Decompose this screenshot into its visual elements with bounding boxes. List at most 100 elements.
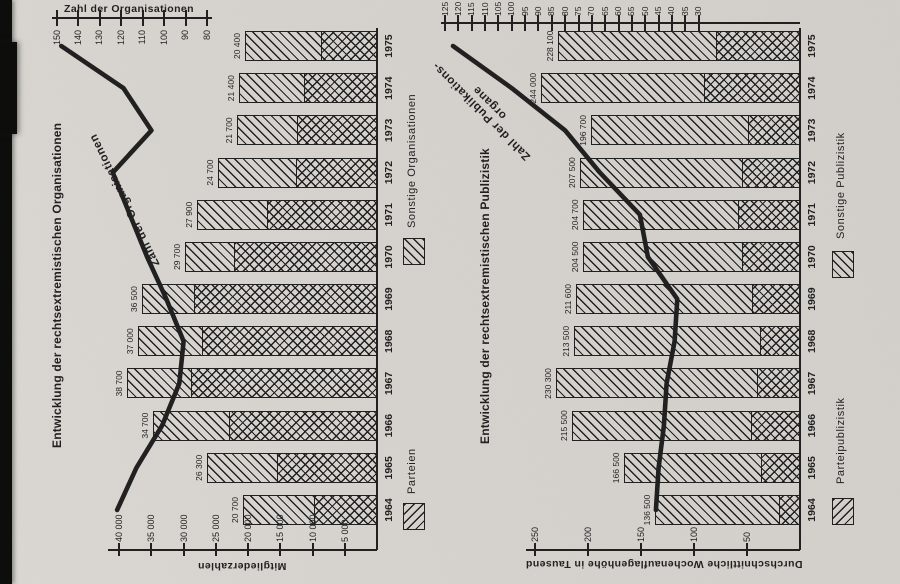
axis-tick-label: 55	[626, 6, 637, 16]
axis-tick-label: 100	[158, 30, 169, 46]
year-label: 1969	[806, 287, 818, 311]
axis-tick-label: 110	[137, 30, 148, 45]
year-label: 1970	[383, 245, 395, 269]
legend-label-sonstige-organisationen: Sonstige Organisationen	[406, 93, 418, 228]
bar-value-label: 26 300	[194, 454, 205, 481]
axis-tick	[746, 543, 748, 556]
bar-1971	[583, 199, 800, 230]
bar-1971	[197, 199, 377, 230]
axis-tick-label: 100	[506, 1, 517, 16]
axis-tick-label: 90	[180, 30, 191, 41]
axis-tick	[118, 543, 120, 556]
year-label: 1971	[383, 203, 395, 227]
axis-tick	[630, 15, 633, 31]
bar-1973	[591, 115, 800, 146]
chart2-line-label: Zahl der Publikations- organe	[418, 39, 541, 163]
bar-segment-partei-1966	[751, 411, 799, 440]
chart2-line-label-line1: Zahl der Publikations-	[430, 59, 534, 163]
bar-segment-partei-1970	[234, 242, 376, 271]
axis-tick	[670, 15, 673, 31]
axis-tick	[98, 10, 101, 26]
scan-edge-band	[0, 0, 17, 584]
axis-tick-label: 80	[201, 30, 212, 41]
bar-1972	[580, 157, 800, 188]
bar-segment-partei-1969	[194, 285, 376, 314]
axis-tick-label: 65	[599, 6, 610, 16]
axis-tick	[470, 15, 473, 31]
legend-swatch-parteien	[403, 503, 425, 530]
axis-tick	[604, 15, 607, 31]
chart2-line-label-line2: organe	[470, 83, 509, 122]
chart2-title: Entwicklung der rechtsextremistischen Pu…	[478, 148, 493, 444]
year-label: 1967	[806, 371, 818, 396]
axis-tick-label: 25 000	[210, 514, 221, 542]
axis-tick-label: 85	[546, 6, 557, 16]
axis-tick	[150, 543, 153, 556]
bar-1968	[138, 326, 377, 357]
bar-segment-partei-1974	[303, 74, 376, 103]
year-label: 1972	[806, 160, 818, 185]
bar-segment-partei-1974	[703, 74, 799, 103]
year-label: 1968	[806, 329, 818, 353]
legend-label-sonstige-publizistik: Sonstige Publizistik	[835, 132, 847, 239]
bar-value-label: 36 500	[128, 286, 139, 313]
bar-1970	[185, 241, 377, 272]
bar-value-label: 215 500	[558, 410, 569, 442]
axis-tick	[510, 15, 513, 31]
bar-segment-partei-1967	[756, 369, 799, 398]
bar-1966	[153, 410, 377, 441]
bar-segment-partei-1966	[228, 411, 376, 440]
axis-tick-label: 115	[466, 2, 477, 16]
bar-value-label: 24 700	[204, 159, 215, 186]
bar-segment-partei-1969	[752, 285, 799, 314]
bar-1967	[555, 368, 800, 399]
axis-tick	[617, 15, 620, 31]
bar-1974	[541, 73, 800, 104]
axis-tick-label: 70	[586, 6, 597, 16]
bar-1975	[245, 31, 377, 62]
axis-tick-label: 20 000	[243, 514, 253, 542]
legend-label-parteien: Parteien	[406, 448, 418, 494]
bar-value-label: 20 400	[232, 33, 243, 60]
bar-segment-partei-1970	[741, 242, 799, 271]
bar-1968	[573, 326, 800, 357]
bar-value-label: 228 100	[545, 30, 556, 62]
year-label: 1968	[383, 329, 395, 353]
bar-segment-partei-1964	[778, 496, 799, 524]
bar-segment-partei-1971	[266, 200, 376, 229]
year-label: 1964	[806, 498, 818, 522]
axis-tick-label: 140	[72, 30, 83, 46]
bar-segment-partei-1971	[737, 200, 799, 229]
axis-tick	[184, 10, 187, 26]
axis-tick-label: 10 000	[307, 514, 318, 542]
bar-value-label: 29 700	[172, 243, 183, 270]
year-label: 1965	[806, 456, 818, 480]
axis-tick	[693, 543, 695, 556]
year-label: 1966	[383, 413, 395, 438]
bar-value-label: 34 700	[140, 412, 151, 439]
axis-tick	[247, 543, 249, 556]
legend-label-parteipublizistik: Parteipublizistik	[835, 397, 847, 484]
baseline	[799, 28, 801, 550]
bar-value-label: 27 900	[184, 201, 195, 228]
axis-tick	[56, 10, 58, 26]
bar-1965	[207, 452, 377, 483]
axis-tick-label: 105	[492, 1, 503, 16]
axis-tick-label: 50	[639, 6, 650, 16]
bar-1973	[237, 115, 377, 146]
axis-tick	[657, 15, 660, 31]
axis-tick-label: 40	[666, 6, 677, 16]
axis-tick	[141, 10, 144, 26]
axis-tick-label: 45	[653, 6, 664, 16]
legend-swatch-parteipublizistik	[832, 498, 854, 525]
axis-tick-label: 95	[519, 6, 530, 16]
axis-tick-label: 200	[583, 526, 593, 542]
chart2-bar-axis-title: Durchschnittliche Wochenauflagenhöhe in …	[525, 558, 803, 570]
axis-tick	[537, 15, 540, 31]
bar-value-label: 244 000	[528, 72, 539, 104]
year-label: 1967	[383, 371, 395, 396]
chart1-line-axis-title: Zahl der Organisationen	[64, 3, 194, 15]
axis-tick	[444, 15, 446, 31]
year-label: 1974	[806, 76, 818, 100]
